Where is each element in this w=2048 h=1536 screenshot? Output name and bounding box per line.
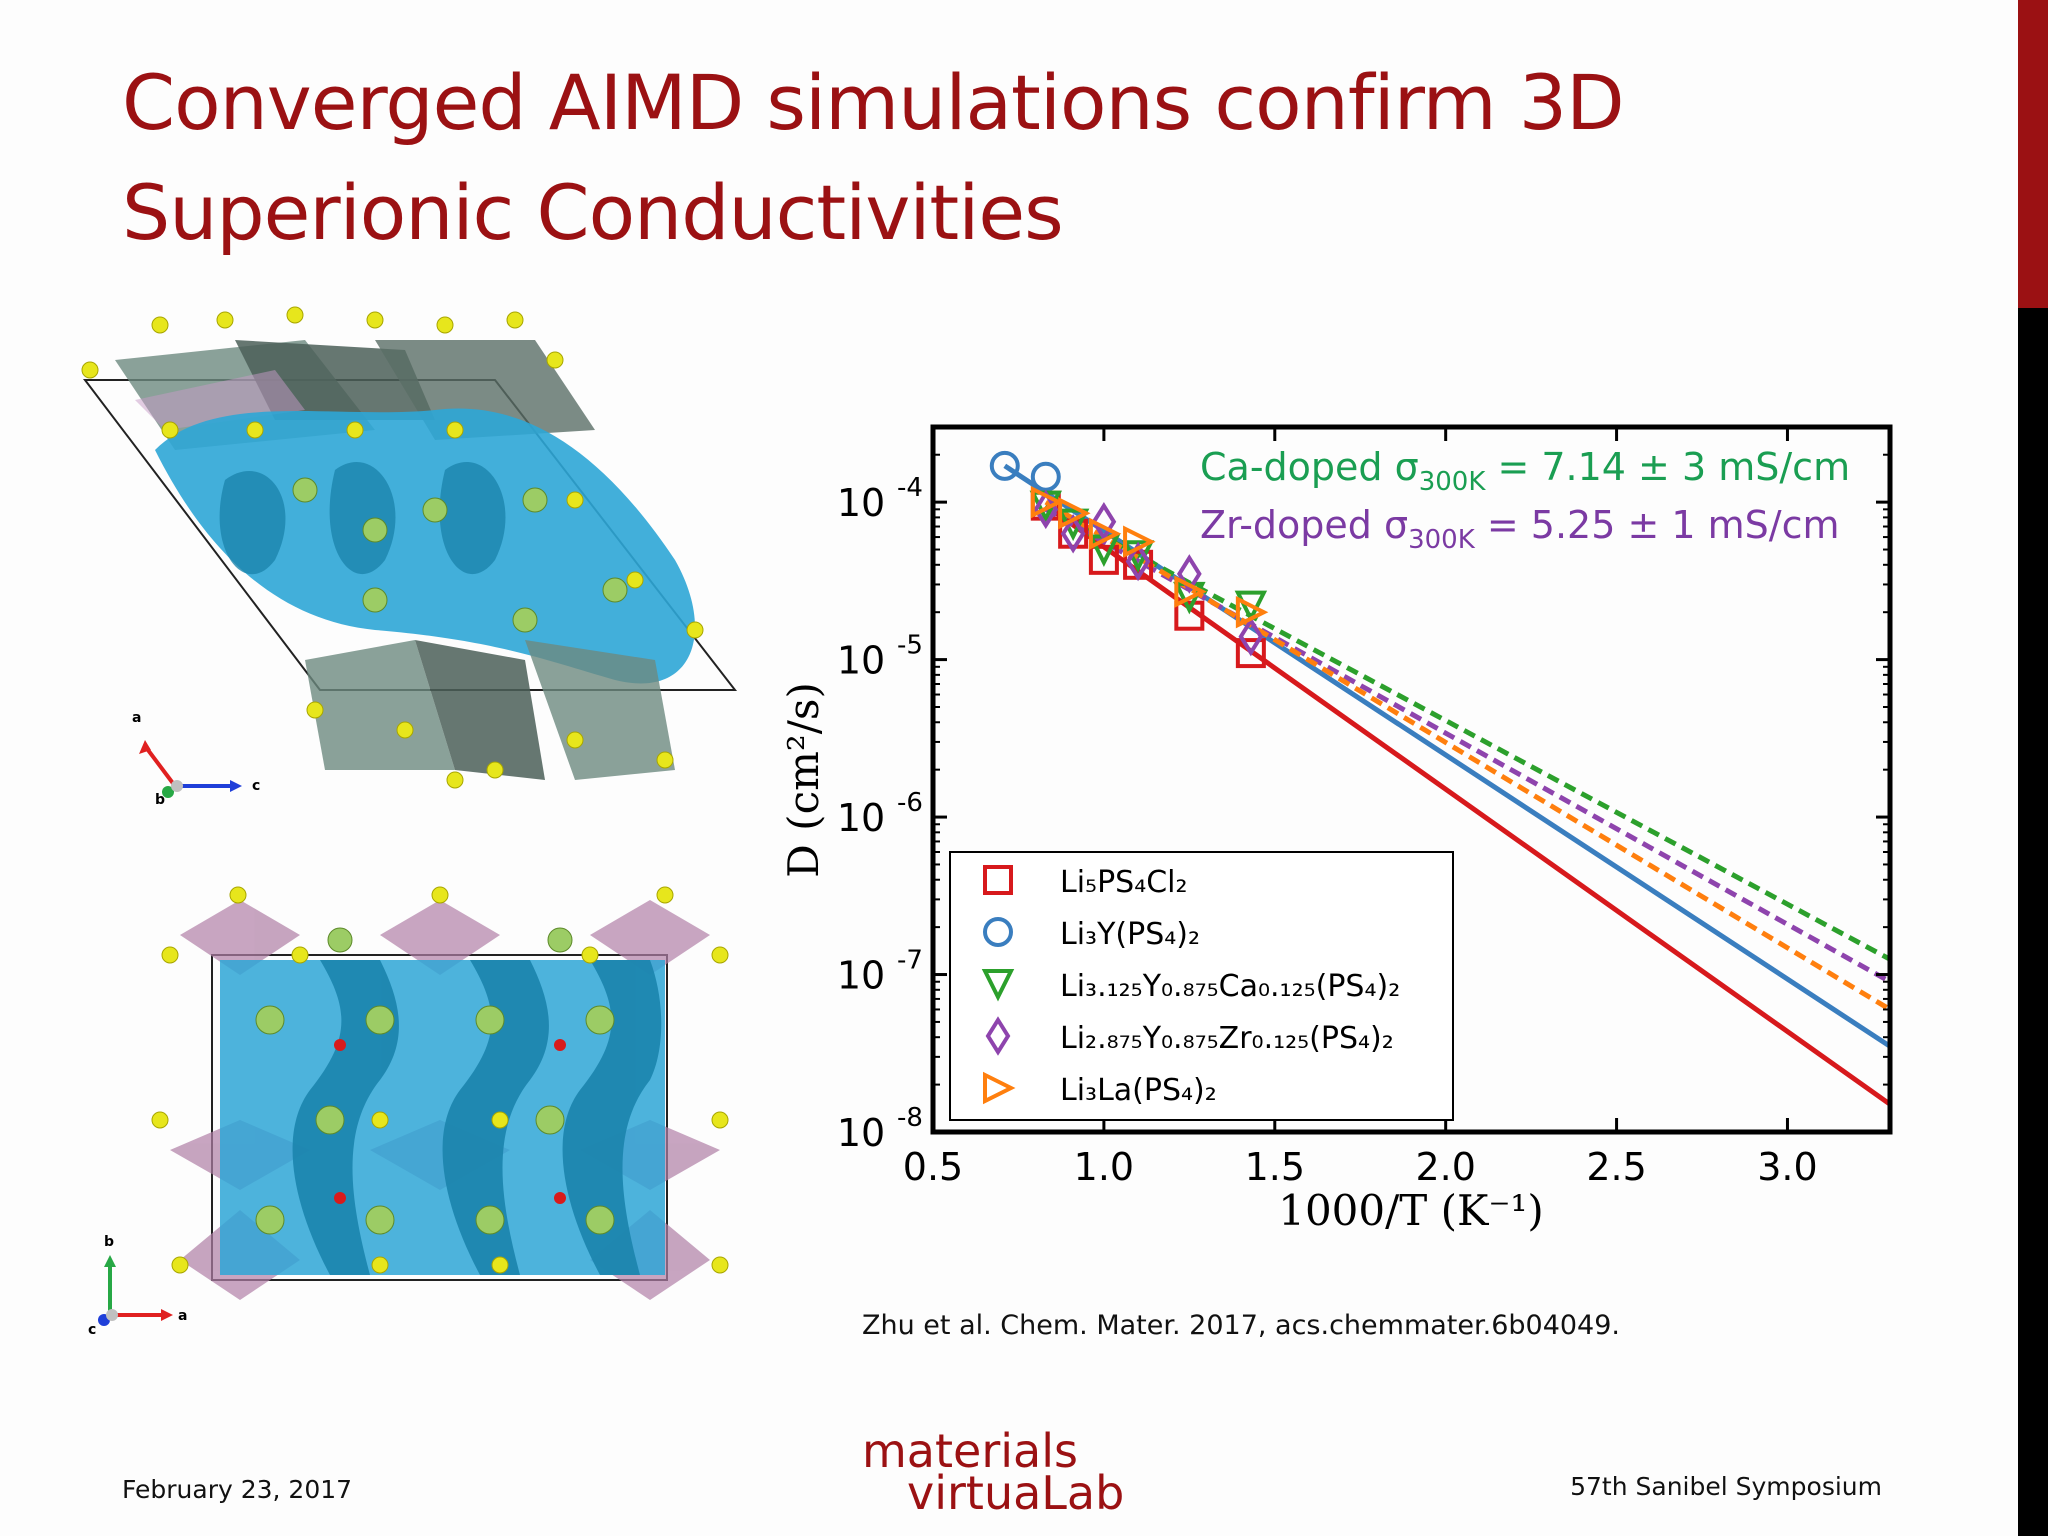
logo-line-1: materials xyxy=(862,1424,1078,1478)
y-tick-exponent: -8 xyxy=(897,1103,923,1133)
legend-label: Li₃La(PS₄)₂ xyxy=(1060,1073,1217,1108)
data-point xyxy=(983,1071,1016,1105)
axis-label-b: b xyxy=(104,1234,115,1250)
x-tick-label: 2.5 xyxy=(1586,1145,1646,1189)
axis-label-c: c xyxy=(252,778,261,794)
data-point xyxy=(1176,554,1202,594)
data-point xyxy=(985,1016,1011,1056)
y-tick-label: 10 xyxy=(837,481,885,525)
data-point xyxy=(1235,595,1269,629)
x-tick-label: 0.5 xyxy=(903,1145,963,1189)
axis-triad-bottom xyxy=(98,1255,173,1326)
title-line-2: Superionic Conductivities xyxy=(122,168,1064,257)
x-tick-label: 1.5 xyxy=(1245,1145,1305,1189)
data-point xyxy=(1088,544,1119,575)
y-tick-exponent: -6 xyxy=(897,788,923,818)
citation: Zhu et al. Chem. Mater. 2017, acs.chemma… xyxy=(862,1310,1620,1341)
axis-label-c: c xyxy=(88,1322,97,1338)
y-tick-exponent: -7 xyxy=(897,946,923,976)
data-point xyxy=(1123,525,1156,559)
data-point xyxy=(1058,497,1091,530)
footer-date: February 23, 2017 xyxy=(122,1475,353,1504)
logo-line-2: virtuaLab xyxy=(907,1466,1125,1520)
data-point xyxy=(1174,600,1205,631)
axis-label-b: b xyxy=(155,792,166,808)
data-point xyxy=(1238,616,1264,657)
plot-frame xyxy=(930,424,1893,1135)
legend-label: Li₃.₁₂₅Y₀.₈₇₅Ca₀.₁₂₅(PS₄)₂ xyxy=(1060,969,1400,1004)
data-point xyxy=(1125,541,1151,582)
y-tick-exponent: -5 xyxy=(897,631,923,661)
axis-triad-top xyxy=(139,740,242,798)
data-point xyxy=(1174,575,1207,608)
y-tick-label: 10 xyxy=(837,639,885,683)
axis-label-a: a xyxy=(132,710,142,726)
data-point xyxy=(989,450,1020,481)
y-tick-label: 10 xyxy=(837,796,885,840)
data-point xyxy=(983,917,1013,947)
legend-box xyxy=(949,851,1454,1121)
crystal-structure-bottom xyxy=(151,886,729,1300)
data-point xyxy=(1091,502,1117,542)
y-axis-label: D (cm²/s) xyxy=(779,682,828,878)
data-point xyxy=(1030,461,1061,492)
y-tick-label: 10 xyxy=(837,954,885,998)
y-tick-exponent: -4 xyxy=(897,473,923,503)
diffusivity-chart: 0.5 1.0 1.5 2.0 2.5 3.0 10 -4 10 -5 10 -6 10 -7 10 -8 D… xyxy=(779,424,1893,1235)
legend-label: Li₂.₈₇₅Y₀.₈₇₅Zr₀.₁₂₅(PS₄)₂ xyxy=(1060,1021,1394,1056)
axis-label-a: a xyxy=(178,1308,188,1324)
data-point xyxy=(1235,638,1266,669)
fit-line xyxy=(1044,503,1890,962)
crystal-structure-top xyxy=(81,306,738,789)
side-bar xyxy=(2018,308,2048,1536)
x-axis-label: 1000/T (K⁻¹) xyxy=(1278,1186,1544,1235)
footer-conference: 57th Sanibel Symposium xyxy=(1570,1472,1882,1501)
fit-line xyxy=(1044,499,1890,1012)
data-point xyxy=(981,969,1015,1002)
legend-label: Li₃Y(PS₄)₂ xyxy=(1060,917,1200,952)
slide-title: Converged AIMD simulations confirm 3D Su… xyxy=(122,48,1722,268)
data-point xyxy=(1030,485,1064,519)
annotation: Zr-doped σ300K = 5.25 ± 1 mS/cm xyxy=(1200,503,1840,555)
title-line-1: Converged AIMD simulations confirm 3D xyxy=(122,58,1625,147)
data-point xyxy=(1088,517,1122,550)
logo: materials virtuaLab xyxy=(862,1428,1125,1520)
x-tick-label: 3.0 xyxy=(1757,1145,1817,1189)
x-tick-label: 1.0 xyxy=(1074,1145,1134,1189)
data-point xyxy=(1234,590,1268,624)
legend-label: Li₅PS₄Cl₂ xyxy=(1060,865,1188,900)
x-tick-label: 2.0 xyxy=(1415,1145,1475,1189)
y-tick-label: 10 xyxy=(837,1111,885,1155)
accent-bar xyxy=(2018,0,2048,308)
annotation: Ca-doped σ300K = 7.14 ± 3 mS/cm xyxy=(1200,445,1850,497)
data-point xyxy=(1060,513,1086,554)
data-point xyxy=(983,865,1013,895)
